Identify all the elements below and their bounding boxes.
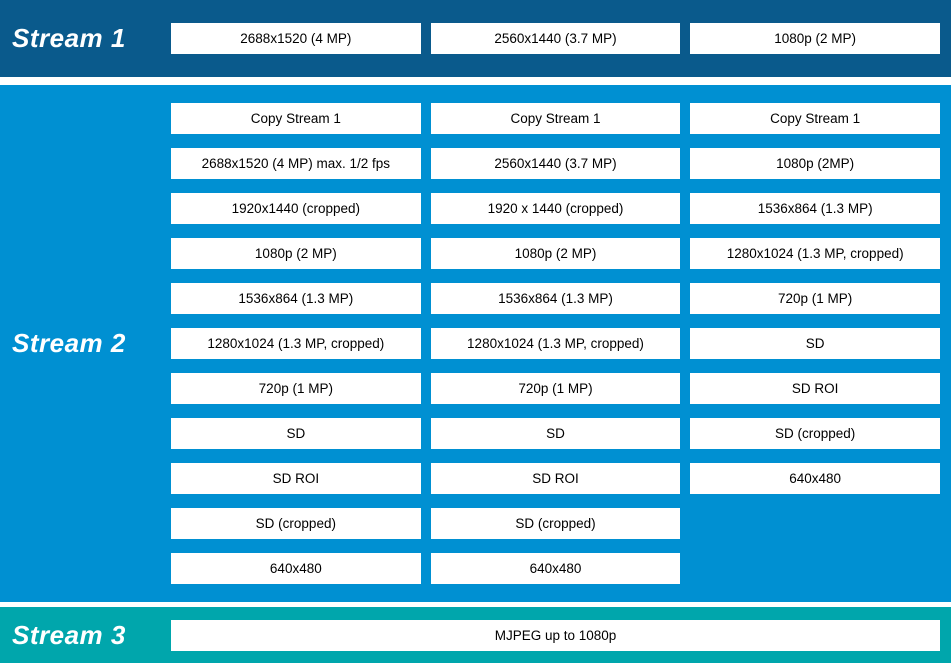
resolution-box: 1280x1024 (1.3 MP, cropped) (690, 238, 940, 269)
resolution-box: SD ROI (690, 373, 940, 404)
resolution-box: SD (690, 328, 940, 359)
resolution-box: 2688x1520 (4 MP) (171, 23, 421, 54)
stream2-band: Stream 2 Copy Stream 1 2688x1520 (4 MP) … (0, 85, 951, 602)
resolution-box: SD (171, 418, 421, 449)
resolution-box: 1280x1024 (1.3 MP, cropped) (171, 328, 421, 359)
resolution-box: 1080p (2MP) (690, 148, 940, 179)
resolution-box: 720p (1 MP) (171, 373, 421, 404)
resolution-box: 640x480 (430, 553, 681, 584)
resolution-box: 2688x1520 (4 MP) max. 1/2 fps (171, 148, 421, 179)
resolution-box: 1080p (2 MP) (171, 238, 421, 269)
stream2-label: Stream 2 (12, 328, 126, 358)
stream3-band: Stream 3 MJPEG up to 1080p (0, 607, 951, 663)
resolution-box: 1536x864 (1.3 MP) (171, 283, 421, 314)
stream2-column-3: Copy Stream 1 1080p (2MP) 1536x864 (1.3 … (690, 85, 940, 494)
resolution-box: 1536x864 (1.3 MP) (690, 193, 940, 224)
stream2-column-2: Copy Stream 1 2560x1440 (3.7 MP) 1920 x … (430, 85, 681, 584)
stream1-label: Stream 1 (12, 23, 126, 53)
resolution-box: 1280x1024 (1.3 MP, cropped) (430, 328, 681, 359)
resolution-box: 720p (1 MP) (430, 373, 681, 404)
resolution-box: 640x480 (690, 463, 940, 494)
resolution-box: 2560x1440 (3.7 MP) (430, 148, 681, 179)
resolution-box: SD (cropped) (690, 418, 940, 449)
stream1-boxes: 2688x1520 (4 MP) 2560x1440 (3.7 MP) 1080… (171, 0, 951, 77)
resolution-box: 1536x864 (1.3 MP) (430, 283, 681, 314)
resolution-box: SD (cropped) (171, 508, 421, 539)
resolution-box: 1080p (2 MP) (690, 23, 940, 54)
resolution-box: SD (cropped) (430, 508, 681, 539)
resolution-box: 640x480 (171, 553, 421, 584)
resolution-box: Copy Stream 1 (690, 103, 940, 134)
resolution-box: 720p (1 MP) (690, 283, 940, 314)
resolution-box: SD ROI (171, 463, 421, 494)
stream2-column-1: Copy Stream 1 2688x1520 (4 MP) max. 1/2 … (171, 85, 421, 584)
resolution-box: Copy Stream 1 (430, 103, 681, 134)
stream3-boxes: MJPEG up to 1080p (171, 607, 951, 663)
stream3-label: Stream 3 (12, 619, 126, 650)
resolution-box: 1920 x 1440 (cropped) (430, 193, 681, 224)
resolution-box: 1080p (2 MP) (430, 238, 681, 269)
stream2-boxes: Copy Stream 1 2688x1520 (4 MP) max. 1/2 … (171, 85, 951, 602)
resolution-box: Copy Stream 1 (171, 103, 421, 134)
resolution-box: MJPEG up to 1080p (171, 619, 940, 651)
resolution-box: SD ROI (430, 463, 681, 494)
resolution-box: SD (430, 418, 681, 449)
resolution-box: 2560x1440 (3.7 MP) (430, 23, 681, 54)
resolution-box: 1920x1440 (cropped) (171, 193, 421, 224)
stream1-band: Stream 1 2688x1520 (4 MP) 2560x1440 (3.7… (0, 0, 951, 77)
